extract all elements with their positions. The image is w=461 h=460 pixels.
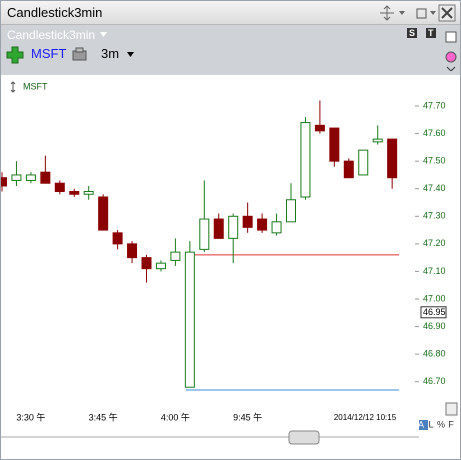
candle-body <box>213 218 224 239</box>
candle-body <box>199 218 210 250</box>
y-tick-label: 47.00 <box>423 293 446 303</box>
legend-entry: MSFT <box>23 81 48 91</box>
y-tick-label: 47.40 <box>423 183 446 193</box>
scale-button[interactable]: L <box>428 419 433 429</box>
candle-body <box>127 243 138 259</box>
candle-body <box>141 257 152 270</box>
y-tick-label: 46.70 <box>423 376 446 386</box>
y-tick-label: 46.90 <box>423 321 446 331</box>
x-tick-label: 4:00 午 <box>161 411 190 422</box>
candle-body <box>25 174 36 181</box>
x-tick-label: 2014/12/12 10:15 <box>334 413 397 422</box>
candle-body <box>112 232 123 245</box>
candle-body <box>184 251 195 388</box>
candle-body <box>271 221 282 234</box>
candle-body <box>300 122 311 198</box>
candle-body <box>358 149 369 176</box>
side-icons[interactable] <box>444 31 458 71</box>
draw-tool[interactable] <box>445 402 458 416</box>
close-icon <box>441 7 453 19</box>
scale-button-active <box>419 420 428 430</box>
move-icon[interactable] <box>380 5 394 21</box>
style-button[interactable]: T <box>426 28 436 38</box>
candle-body <box>98 196 109 231</box>
scale-button[interactable]: % <box>437 419 445 429</box>
symbol-icon[interactable] <box>71 46 89 62</box>
candle-body <box>170 251 181 261</box>
candle-body <box>314 124 325 132</box>
candle-body <box>387 138 398 179</box>
menu-arrow[interactable] <box>430 11 436 15</box>
candle-body <box>69 190 80 195</box>
last-price-label: 46.95 <box>423 307 446 317</box>
candle-body <box>155 262 166 270</box>
candle-body <box>372 138 383 143</box>
add-symbol[interactable] <box>5 45 25 65</box>
candle-body <box>343 160 354 179</box>
y-tick-label: 47.60 <box>423 128 446 138</box>
candle-body <box>257 218 268 231</box>
symbol[interactable]: MSFT <box>31 46 67 61</box>
window-title: Candlestick3min <box>7 5 103 20</box>
interval[interactable]: 3m <box>101 46 120 61</box>
y-tick-label: 47.30 <box>423 211 446 221</box>
y-tick-label: 47.70 <box>423 100 446 110</box>
x-tick-label: 9:45 午 <box>233 411 262 422</box>
candle-body <box>1 177 7 187</box>
detach-icon[interactable] <box>416 8 427 19</box>
layout-name[interactable]: Candlestick3min <box>7 28 96 42</box>
chart: MSFT 46.70 46.80 46.90 47.00 47.10 47.20 47.30… <box>1 81 458 445</box>
scale-button[interactable]: F <box>448 419 454 429</box>
y-tick-label: 47.20 <box>423 238 446 248</box>
style-button[interactable]: S <box>407 28 418 38</box>
candle-body <box>11 174 22 181</box>
y-tick-label: 47.50 <box>423 156 446 166</box>
y-tick-label: 47.10 <box>423 266 446 276</box>
scale-button[interactable]: A <box>418 419 424 429</box>
candle-body <box>242 215 253 228</box>
candle-body <box>228 215 239 239</box>
candle-body <box>83 190 94 195</box>
legend-handle[interactable] <box>10 81 16 93</box>
y-tick-label: 46.80 <box>423 349 446 359</box>
title-bar: Candlestick3min <box>1 1 460 25</box>
candle-body <box>40 171 51 184</box>
candle-body <box>329 127 340 162</box>
x-tick-label: 3:45 午 <box>89 411 118 422</box>
menu-arrow[interactable] <box>399 11 405 15</box>
x-tick-label: 3:30 午 <box>16 411 45 422</box>
last-price-box <box>420 306 447 319</box>
toolbar: Candlestick3min S T MSFT 3m <box>1 25 460 75</box>
dropdown-arrow <box>127 52 134 57</box>
window-controls <box>380 4 456 22</box>
candle-body <box>54 182 65 192</box>
dropdown-arrow <box>100 32 107 37</box>
scroll-thumb[interactable] <box>288 430 320 445</box>
candle-body <box>286 199 296 223</box>
